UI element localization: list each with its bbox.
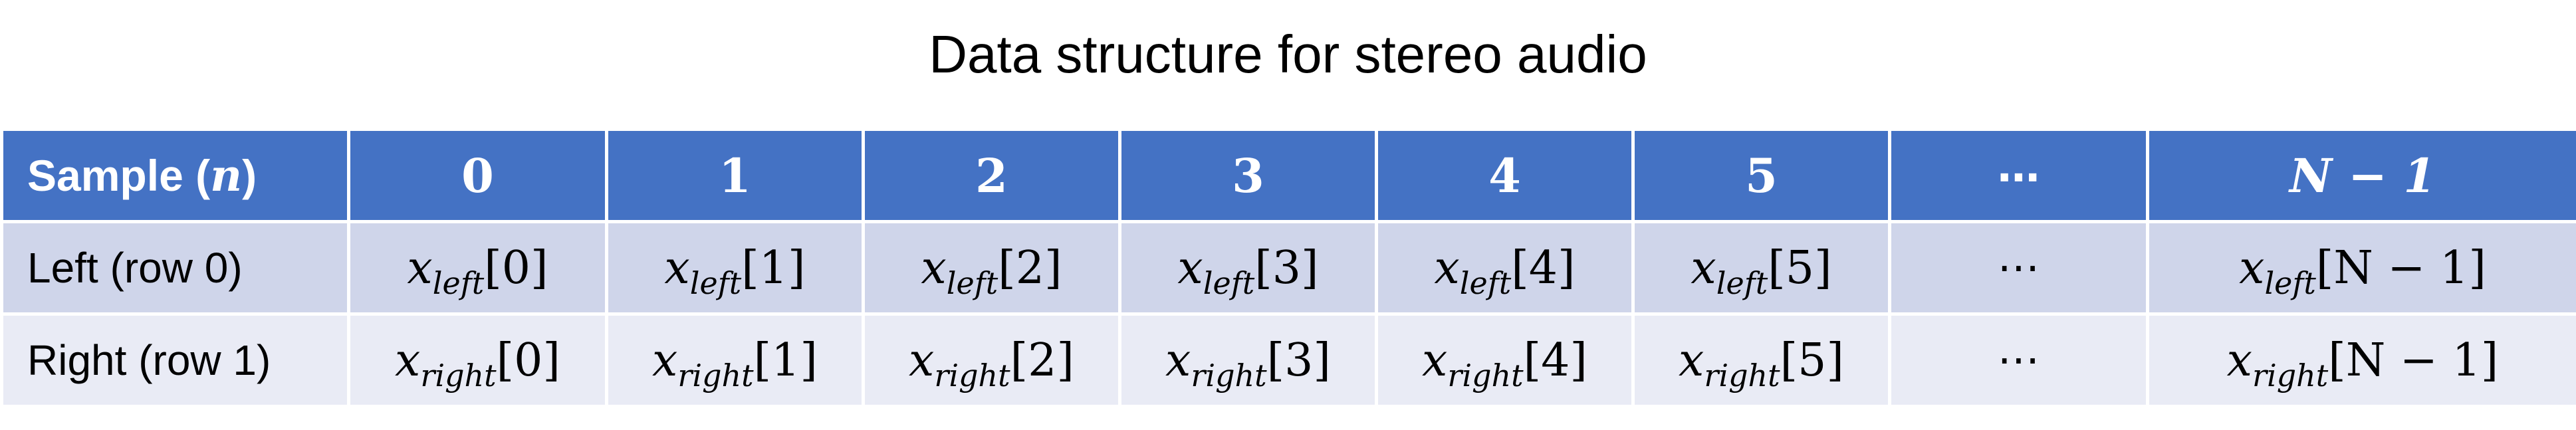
right-subscript: right <box>1191 357 1267 393</box>
left-var: x <box>407 241 433 294</box>
header-cell-2: 2 <box>862 128 1121 223</box>
right-var: x <box>1422 334 1448 387</box>
right-var: x <box>395 334 421 387</box>
sample-header-prefix: Sample ( <box>27 151 211 200</box>
header-cell-5: 5 <box>1631 128 1891 223</box>
right-index: [1] <box>753 334 818 387</box>
left-cell-5: xleft[5] <box>1631 220 1891 316</box>
header-cell-last: N − 1 <box>2146 128 2576 223</box>
left-index: [5] <box>1768 241 1832 294</box>
sample-n-header: Sample (n) <box>0 128 350 223</box>
right-cell-3: xright[3] <box>1118 312 1378 408</box>
left-var: x <box>2239 241 2265 294</box>
left-row-label: Left (row 0) <box>0 220 350 316</box>
right-cell-4: xright[4] <box>1375 312 1635 408</box>
left-subscript: left <box>1459 265 1512 301</box>
left-cell-2: xleft[2] <box>862 220 1121 316</box>
right-index: [5] <box>1780 334 1844 387</box>
header-cell-0: 0 <box>347 128 608 223</box>
left-index: [2] <box>998 241 1062 294</box>
right-index: [3] <box>1266 334 1331 387</box>
left-cell-3: xleft[3] <box>1118 220 1378 316</box>
right-subscript: right <box>1447 357 1524 393</box>
right-index: [4] <box>1523 334 1587 387</box>
left-index: [N − 1] <box>2315 241 2486 294</box>
header-cell-1: 1 <box>605 128 865 223</box>
right-subscript: right <box>1704 357 1780 393</box>
right-cell-5: xright[5] <box>1631 312 1891 408</box>
left-cell-ellipsis: ⋯ <box>1888 220 2149 316</box>
right-subscript: right <box>677 357 754 393</box>
left-subscript: left <box>2264 265 2316 301</box>
left-subscript: left <box>432 265 485 301</box>
right-var: x <box>909 334 935 387</box>
header-last-index: N − 1 <box>2289 148 2436 203</box>
header-row: Sample (n) 0 1 2 3 4 5 ⋯ N − 1 <box>0 128 2576 223</box>
right-cell-ellipsis: ⋯ <box>1888 312 2149 408</box>
left-var: x <box>1177 241 1203 294</box>
left-ellipsis: ⋯ <box>1997 243 2040 292</box>
left-var: x <box>921 241 947 294</box>
header-cell-3: 3 <box>1118 128 1378 223</box>
stereo-data-table: Sample (n) 0 1 2 3 4 5 ⋯ N − 1 Left (row… <box>0 128 2576 408</box>
left-cell-last: xleft[N − 1] <box>2146 220 2576 316</box>
left-var: x <box>1434 241 1460 294</box>
header-cell-ellipsis: ⋯ <box>1888 128 2149 223</box>
right-cell-0: xright[0] <box>347 312 608 408</box>
left-subscript: left <box>1716 265 1768 301</box>
left-cell-4: xleft[4] <box>1375 220 1635 316</box>
right-var: x <box>1679 334 1704 387</box>
right-cell-last: xright[N − 1] <box>2146 312 2576 408</box>
right-var: x <box>2226 334 2253 387</box>
left-cell-0: xleft[0] <box>347 220 608 316</box>
sample-header-variable: n <box>210 150 243 201</box>
right-subscript: right <box>2252 357 2329 393</box>
right-ellipsis: ⋯ <box>1997 336 2040 385</box>
right-index: [2] <box>1010 334 1074 387</box>
left-var: x <box>1691 241 1716 294</box>
left-index: [1] <box>741 241 806 294</box>
left-var: x <box>664 241 690 294</box>
right-row-label: Right (row 1) <box>0 312 350 408</box>
left-channel-row: Left (row 0) xleft[0] xleft[1] xleft[2] … <box>0 220 2576 316</box>
right-index: [0] <box>496 334 560 387</box>
right-subscript: right <box>420 357 497 393</box>
left-subscript: left <box>689 265 742 301</box>
sample-header-suffix: ) <box>242 151 257 200</box>
left-subscript: left <box>1203 265 1255 301</box>
right-cell-1: xright[1] <box>605 312 865 408</box>
left-index: [4] <box>1511 241 1576 294</box>
left-index: [0] <box>484 241 548 294</box>
left-cell-1: xleft[1] <box>605 220 865 316</box>
right-index: [N − 1] <box>2328 334 2499 387</box>
right-var: x <box>652 334 678 387</box>
header-ellipsis: ⋯ <box>1997 153 2040 203</box>
header-cell-4: 4 <box>1375 128 1635 223</box>
left-index: [3] <box>1254 241 1319 294</box>
right-channel-row: Right (row 1) xright[0] xright[1] xright… <box>0 312 2576 408</box>
right-subscript: right <box>934 357 1010 393</box>
diagram-title: Data structure for stereo audio <box>929 25 1647 84</box>
right-var: x <box>1165 334 1191 387</box>
left-subscript: left <box>946 265 998 301</box>
right-cell-2: xright[2] <box>862 312 1121 408</box>
